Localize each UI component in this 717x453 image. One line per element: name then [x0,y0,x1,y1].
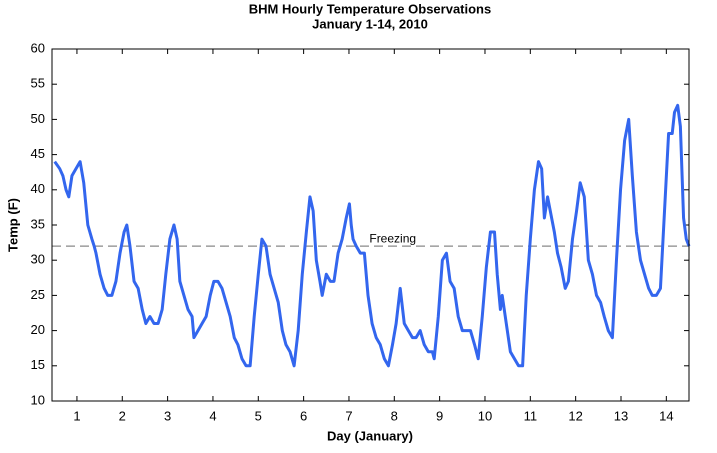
y-tick-label: 55 [31,76,45,91]
reference-label: Freezing [369,231,416,245]
x-tick-label: 9 [436,408,443,423]
y-tick-label: 20 [31,322,45,337]
x-tick-label: 1 [73,408,80,423]
x-tick-label: 7 [345,408,352,423]
x-tick-label: 12 [568,408,582,423]
y-axis-label: Temp (F) [5,198,20,252]
y-tick-label: 10 [31,392,45,407]
x-tick-label: 6 [300,408,307,423]
y-tick-label: 25 [31,287,45,302]
y-tick-label: 60 [31,40,45,55]
x-tick-label: 4 [209,408,216,423]
y-tick-label: 45 [31,146,45,161]
y-tick-label: 15 [31,357,45,372]
y-tick-label: 40 [31,181,45,196]
x-tick-label: 11 [524,408,538,423]
x-tick-label: 13 [614,408,628,423]
x-tick-label: 8 [391,408,398,423]
y-tick-label: 35 [31,216,45,231]
y-tick-label: 50 [31,111,45,126]
x-tick-label: 10 [478,408,492,423]
x-tick-label: 2 [119,408,126,423]
x-tick-label: 14 [659,408,673,423]
chart-subtitle: January 1-14, 2010 [312,16,428,31]
chart-title: BHM Hourly Temperature Observations [249,1,491,16]
x-tick-label: 5 [255,408,262,423]
temperature-line [53,103,691,368]
plot-frame [51,48,690,402]
y-tick-label: 30 [31,252,45,267]
x-tick-label: 3 [164,408,171,423]
x-axis-label: Day (January) [327,428,413,443]
